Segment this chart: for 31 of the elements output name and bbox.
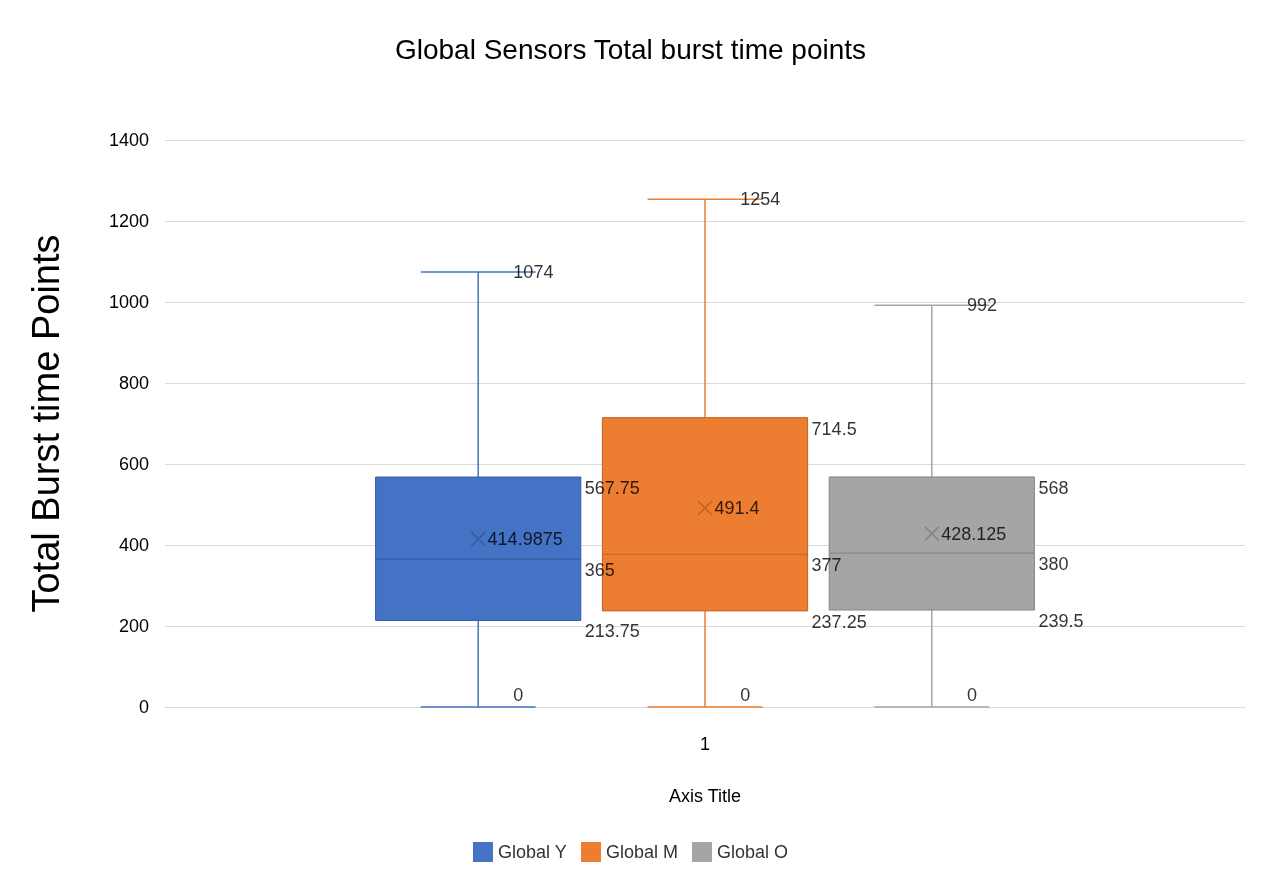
chart-title: Global Sensors Total burst time points [394,33,867,65]
annotation: 992 [966,295,998,316]
legend-label: Global M [605,842,679,862]
annotation: 714.5 [811,418,857,439]
annotation: 239.5 [1038,611,1084,631]
legend-label: Global O [717,842,789,862]
x-tick-label: 1 [699,734,711,754]
x-axis-title: Axis Title [668,786,742,806]
annotation: 0 [740,685,751,705]
y-tick-label: 400 [118,535,149,555]
y-axis-title: Total Burst time Points [25,234,67,613]
annotation: 0 [966,685,977,705]
y-tick-label: 200 [118,616,149,636]
y-tick-label: 600 [118,454,149,474]
annotation: 213.75 [584,621,640,642]
y-tick-label: 1000 [108,292,149,312]
annotation: 568 [1038,477,1069,498]
y-tick-label: 1200 [108,211,149,231]
y-tick-label: 800 [118,373,149,393]
annotation: 380 [1038,554,1069,575]
annotation: 428.125 [941,523,1007,544]
y-tick-label: 0 [138,697,149,717]
annotation: 1254 [740,189,781,210]
annotation: 1074 [513,262,554,283]
annotation: 414.9875 [487,528,563,549]
annotation: 237.25 [811,611,867,632]
annotation: 0 [513,685,524,705]
annotation: 491.4 [714,497,760,518]
legend-label: Global Y [497,842,567,862]
annotation: 377 [811,555,842,576]
y-tick-label: 1400 [108,130,149,150]
